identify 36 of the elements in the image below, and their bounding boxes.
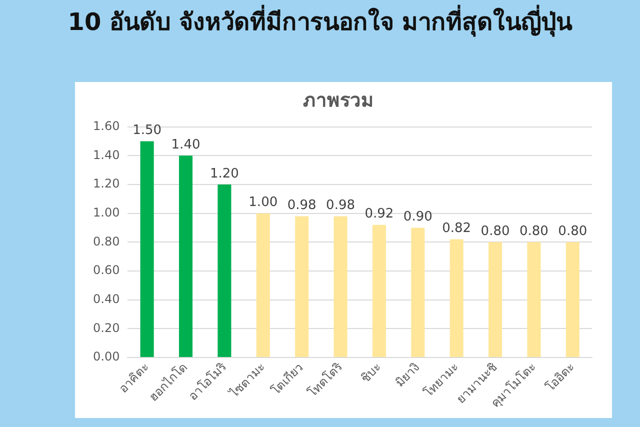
y-tick-label: 0.00 bbox=[93, 350, 120, 364]
data-label: 0.80 bbox=[519, 224, 548, 240]
bar bbox=[411, 228, 425, 358]
data-label: 1.40 bbox=[171, 138, 200, 153]
y-tick-label: 1.20 bbox=[93, 176, 120, 191]
bar bbox=[450, 239, 464, 358]
data-label: 0.80 bbox=[558, 224, 588, 240]
data-label: 0.82 bbox=[442, 221, 472, 236]
x-tick-label: ชิบะ bbox=[358, 360, 384, 386]
bar bbox=[295, 216, 309, 358]
bar bbox=[372, 224, 386, 358]
data-label: 1.20 bbox=[210, 166, 239, 182]
bar bbox=[488, 242, 502, 358]
chart-subtitle: ภาพรวม bbox=[303, 89, 374, 112]
data-label: 0.90 bbox=[403, 210, 432, 225]
y-tick-label: 0.20 bbox=[93, 320, 120, 335]
data-label: 1.50 bbox=[132, 123, 162, 138]
bar bbox=[527, 242, 541, 358]
y-tick-label: 0.40 bbox=[93, 292, 120, 306]
data-label: 0.80 bbox=[480, 224, 510, 240]
y-tick-label: 0.60 bbox=[93, 263, 120, 278]
data-label: 1.00 bbox=[248, 195, 278, 210]
y-tick-label: 1.40 bbox=[93, 148, 120, 162]
bar bbox=[218, 184, 232, 358]
bar bbox=[256, 213, 270, 358]
bar bbox=[140, 141, 154, 358]
bar bbox=[334, 216, 348, 358]
data-label: 0.98 bbox=[287, 198, 316, 214]
bar bbox=[178, 156, 193, 358]
data-label: 0.92 bbox=[364, 206, 394, 222]
y-tick-label: 1.60 bbox=[93, 118, 120, 133]
data-label: 0.98 bbox=[326, 198, 355, 214]
chart-title: 10 อันดับ จังหวัดที่มีการนอกใจ มากที่สุดในญี่ปุ่น bbox=[66, 6, 574, 39]
bar bbox=[566, 242, 580, 358]
y-tick-label: 0.80 bbox=[93, 234, 120, 248]
y-tick-label: 1.00 bbox=[93, 205, 120, 220]
